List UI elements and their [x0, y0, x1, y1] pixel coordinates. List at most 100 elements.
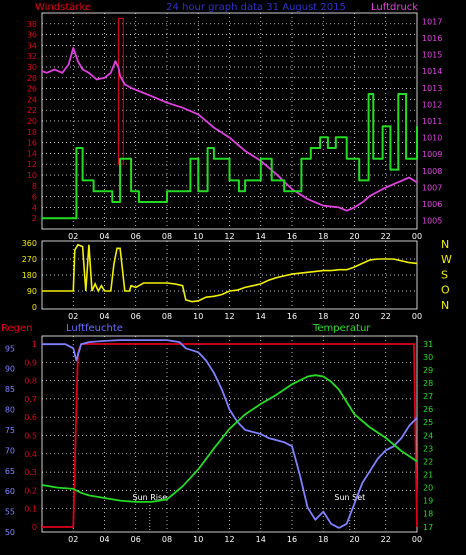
humidity-line	[42, 339, 418, 529]
humidity-tick-label: 65	[5, 467, 15, 476]
pressure-tick-label: 1010	[422, 134, 442, 143]
rain-tick-label: 0.7	[24, 395, 37, 404]
x-tick-label: 22	[381, 535, 391, 544]
humidity-tick-label: 60	[5, 487, 15, 496]
panel-rain-humidity-temp	[41, 335, 418, 533]
compass-label: W	[441, 253, 452, 266]
humidity-tick-label: 50	[5, 528, 15, 537]
pressure-tick-label: 1012	[422, 100, 442, 109]
x-tick-label: 04	[99, 232, 109, 241]
wind-tick-label: 28	[27, 74, 37, 83]
x-tick-label: 02	[68, 535, 78, 544]
wind-tick-label: 2	[32, 214, 37, 223]
x-tick-label: 18	[318, 312, 328, 321]
temperature-tick-label: 25	[423, 418, 433, 427]
x-tick-label: 12	[224, 535, 234, 544]
temperature-tick-label: 28	[423, 379, 433, 388]
wind-tick-label: 26	[27, 85, 37, 94]
rain-tick-label: 0.1	[24, 505, 37, 514]
x-tick-label: 10	[193, 312, 203, 321]
pressure-tick-label: 1007	[422, 183, 442, 192]
compass-label: N	[441, 238, 449, 251]
compass-label: N	[441, 299, 449, 312]
rain-tick-label: 0.9	[24, 358, 37, 367]
x-tick-label: 04	[99, 312, 109, 321]
x-tick-label: 14	[256, 232, 266, 241]
compass-label: S	[441, 268, 448, 281]
humidity-tick-label: 55	[5, 508, 15, 517]
pressure-line	[41, 47, 418, 212]
temperature-tick-label: 29	[423, 366, 433, 375]
x-tick-label: 00	[412, 535, 422, 544]
pressure-tick-label: 1006	[422, 200, 442, 209]
pressure-tick-label: 1017	[422, 17, 442, 26]
temperature-tick-label: 24	[423, 431, 433, 440]
wind-tick-label: 20	[27, 117, 37, 126]
x-tick-label: 20	[349, 232, 359, 241]
temperature-tick-label: 30	[423, 353, 433, 362]
pressure-tick-label: 1005	[422, 217, 442, 226]
sun-event-label: Sun Set	[334, 493, 365, 502]
x-tick-label: 04	[99, 535, 109, 544]
x-tick-label: 10	[193, 535, 203, 544]
rain-tick-label: 0.5	[24, 432, 37, 441]
direction-tick-label: 360	[22, 239, 37, 248]
humidity-tick-label: 90	[5, 365, 15, 374]
rain-tick-label: 0.8	[24, 377, 37, 386]
rain-tick-label: 0.6	[24, 413, 37, 422]
direction-tick-label: 0	[32, 303, 37, 312]
x-tick-label: 22	[381, 312, 391, 321]
x-tick-label: 22	[381, 232, 391, 241]
sun-event-label: Sun Rise	[132, 493, 167, 502]
x-tick-label: 16	[287, 535, 297, 544]
temperature-tick-label: 22	[423, 457, 433, 466]
x-tick-label: 00	[412, 312, 422, 321]
temperature-tick-label: 20	[423, 484, 433, 493]
x-tick-label: 14	[256, 535, 266, 544]
x-tick-label: 06	[131, 312, 141, 321]
x-tick-label: 08	[162, 535, 172, 544]
wind-tick-label: 4	[32, 203, 37, 212]
x-tick-label: 20	[349, 535, 359, 544]
pressure-tick-label: 1016	[422, 34, 442, 43]
wind-axis-title: Windstärke	[35, 2, 91, 13]
rain-tick-label: 0.2	[24, 486, 37, 495]
x-tick-label: 06	[131, 535, 141, 544]
pressure-axis-title: Luftdruck	[371, 2, 418, 13]
pressure-tick-label: 1008	[422, 167, 442, 176]
pressure-tick-label: 1009	[422, 150, 442, 159]
humidity-axis-title: Luftfeuchte	[66, 323, 123, 334]
pressure-tick-label: 1011	[422, 117, 442, 126]
wind-tick-label: 30	[27, 63, 37, 72]
x-tick-label: 16	[287, 312, 297, 321]
wind-direction-line	[42, 243, 418, 303]
wind-tick-label: 38	[27, 20, 37, 29]
x-tick-label: 12	[224, 232, 234, 241]
x-tick-label: 06	[131, 232, 141, 241]
wind-tick-label: 24	[27, 95, 37, 104]
humidity-tick-label: 70	[5, 446, 15, 455]
pressure-tick-label: 1015	[422, 51, 442, 60]
wind-tick-label: 36	[27, 31, 37, 40]
wind-tick-label: 8	[32, 182, 37, 191]
temperature-tick-label: 31	[423, 340, 433, 349]
rain-tick-label: 1	[32, 340, 37, 349]
x-tick-label: 10	[193, 232, 203, 241]
rain-tick-label: 0.3	[24, 468, 37, 477]
pressure-tick-label: 1014	[422, 67, 442, 76]
x-tick-label: 18	[318, 232, 328, 241]
temperature-tick-label: 21	[423, 471, 433, 480]
wind-tick-label: 6	[32, 193, 37, 202]
direction-tick-label: 90	[27, 287, 37, 296]
temperature-tick-label: 27	[423, 392, 433, 401]
x-tick-label: 02	[68, 232, 78, 241]
wind-tick-label: 16	[27, 139, 37, 148]
humidity-tick-label: 85	[5, 385, 15, 394]
x-tick-label: 08	[162, 232, 172, 241]
temperature-tick-label: 18	[423, 510, 433, 519]
humidity-tick-label: 75	[5, 426, 15, 435]
wind-tick-label: 10	[27, 171, 37, 180]
x-tick-label: 00	[412, 232, 422, 241]
x-tick-label: 14	[256, 312, 266, 321]
